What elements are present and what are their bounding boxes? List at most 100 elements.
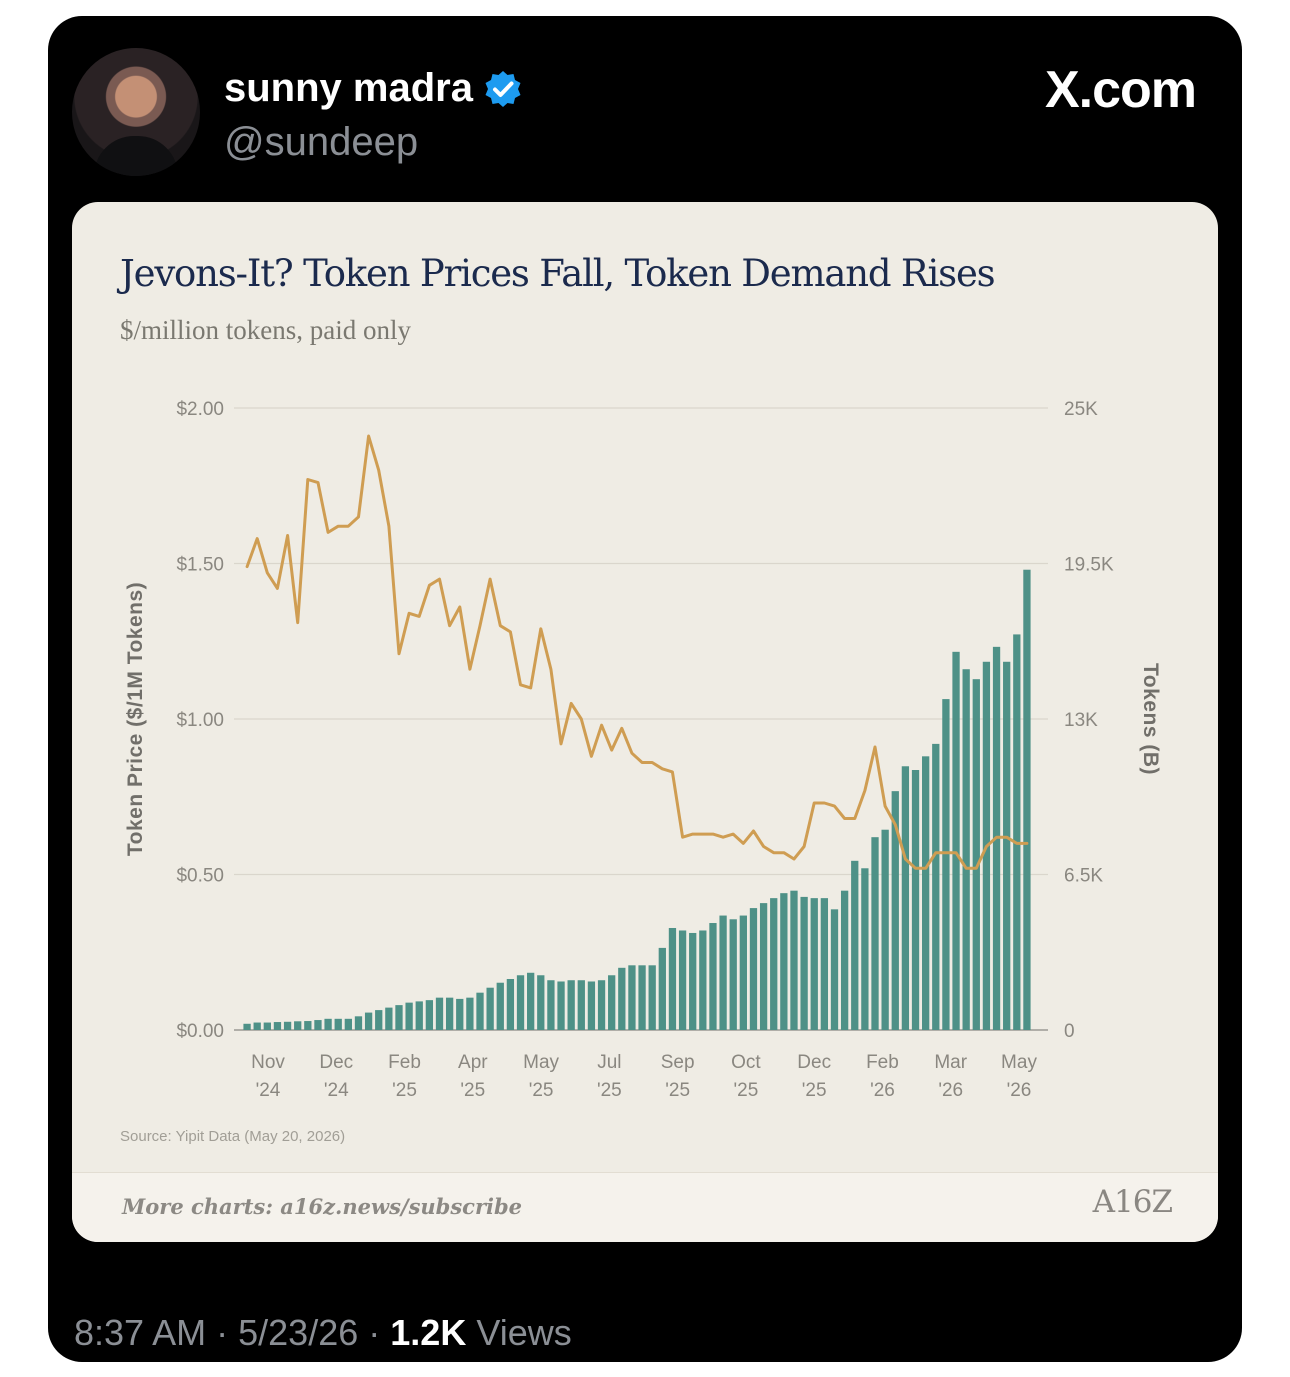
chart-footer-band: [72, 1172, 1218, 1242]
x-tick-label-month: Dec: [319, 1052, 353, 1073]
x-tick-label-month: Feb: [388, 1052, 421, 1073]
token-bar: [506, 978, 515, 1030]
chart-plot: $0.00 $0.50 $1.00 $1.50 $2.00 0 6.5K 13K 19.5K 25…: [124, 399, 1162, 1101]
token-bar: [364, 1012, 373, 1030]
token-bar: [658, 947, 666, 1030]
chart-source: Source: Yipit Data (May 20, 2026): [120, 1128, 346, 1145]
token-bar: [587, 981, 596, 1030]
token-bar: [405, 1002, 413, 1030]
token-bar: [749, 908, 758, 1030]
x-tick-label-year: '25: [392, 1080, 417, 1101]
token-bar: [729, 919, 737, 1030]
token-bar: [314, 1020, 322, 1030]
x-tick-label-month: Mar: [934, 1052, 967, 1073]
tweet-meta: 8:37 AM · 5/23/26 · 1.2K Views: [74, 1312, 572, 1354]
token-bar: [810, 898, 818, 1030]
token-bar: [375, 1010, 383, 1030]
token-bar: [334, 1018, 342, 1030]
x-logo: X.com: [1044, 61, 1197, 119]
token-bar: [425, 1000, 434, 1030]
token-bar: [608, 975, 616, 1030]
token-bar: [942, 699, 950, 1030]
token-bar: [1003, 661, 1011, 1030]
token-bar: [537, 975, 545, 1030]
x-tick-label-year: '26: [938, 1080, 963, 1101]
verified-badge-icon: [485, 70, 521, 107]
left-tick-label: $1.50: [176, 555, 224, 576]
token-bar: [476, 992, 484, 1030]
token-bar: [861, 868, 869, 1030]
token-bar: [952, 651, 960, 1030]
price-line: [245, 434, 1029, 870]
token-bar: [790, 890, 798, 1030]
token-bar: [972, 679, 980, 1030]
avatar[interactable]: [72, 48, 200, 176]
token-bar: [891, 791, 899, 1030]
token-bar: [911, 770, 920, 1030]
right-tick-label: 25K: [1064, 399, 1098, 420]
token-bar: [456, 998, 464, 1030]
x-tick-label-month: Apr: [458, 1052, 488, 1073]
views-count: 1.2K: [390, 1312, 467, 1353]
left-tick-label: $0.00: [176, 1021, 224, 1042]
meta-separator: ·: [216, 1312, 229, 1353]
views-label: Views: [476, 1312, 572, 1353]
author-name-label: sunny madra: [224, 66, 473, 110]
token-bar: [709, 923, 717, 1030]
token-bar: [304, 1021, 312, 1030]
more-charts-link[interactable]: More charts: a16z.news/subscribe: [122, 1194, 523, 1219]
token-bar: [1023, 569, 1031, 1030]
left-axis-title: Token Price ($/1M Tokens): [124, 582, 147, 856]
x-tick-label-year: '26: [1007, 1080, 1032, 1101]
x-tick-label-year: '25: [665, 1080, 690, 1101]
x-tick-label-month: Dec: [797, 1052, 831, 1073]
right-tick-label: 19.5K: [1064, 555, 1114, 576]
x-tick-label-year: '24: [256, 1080, 281, 1101]
token-bar: [901, 766, 910, 1030]
token-bar: [770, 898, 778, 1030]
x-tick-label-year: '25: [597, 1080, 622, 1101]
token-bar: [932, 743, 940, 1030]
token-bar: [830, 909, 839, 1030]
tweet-date[interactable]: 5/23/26: [238, 1312, 359, 1353]
token-bar: [283, 1021, 292, 1030]
x-tick-label-year: '25: [529, 1080, 554, 1101]
x-tick-label-month: Sep: [661, 1052, 695, 1073]
x-tick-label-year: '26: [870, 1080, 895, 1101]
right-tick-label: 0: [1064, 1021, 1075, 1042]
token-bar: [820, 898, 829, 1030]
token-bar: [567, 980, 575, 1030]
x-tick-label-year: '25: [734, 1080, 759, 1101]
author-handle[interactable]: @sundeep: [224, 120, 419, 164]
token-bar: [527, 972, 535, 1030]
x-tick-label-year: '25: [802, 1080, 827, 1101]
token-bar: [354, 1016, 363, 1030]
token-bar: [516, 975, 525, 1030]
token-bar: [840, 890, 849, 1030]
token-bar: [851, 860, 859, 1030]
token-bar: [294, 1021, 302, 1030]
tweet-time[interactable]: 8:37 AM: [74, 1312, 207, 1353]
token-bar: [678, 930, 687, 1030]
a16z-logo: A16Z: [1092, 1184, 1173, 1220]
token-bar: [496, 982, 504, 1030]
x-tick-label-month: May: [523, 1052, 559, 1073]
token-bar: [445, 997, 454, 1030]
token-bar: [1013, 634, 1021, 1030]
token-bar: [415, 1001, 423, 1030]
token-bar: [638, 965, 646, 1030]
token-bar: [922, 756, 930, 1030]
token-bar: [253, 1022, 261, 1030]
right-tick-label: 6.5K: [1064, 866, 1103, 887]
author-name[interactable]: sunny madra: [224, 66, 523, 111]
left-tick-label: $0.50: [176, 866, 224, 887]
x-tick-label-month: Nov: [251, 1052, 285, 1073]
x-tick-label-month: Feb: [866, 1052, 899, 1073]
token-bar: [628, 965, 636, 1030]
token-bar: [597, 980, 606, 1030]
token-bar: [263, 1022, 271, 1030]
chart-image-card[interactable]: Jevons-It? Token Prices Fall, Token Dema…: [72, 202, 1218, 1242]
right-axis-title: Tokens (B): [1139, 663, 1162, 775]
token-bar: [577, 980, 585, 1030]
token-bar: [871, 837, 879, 1030]
